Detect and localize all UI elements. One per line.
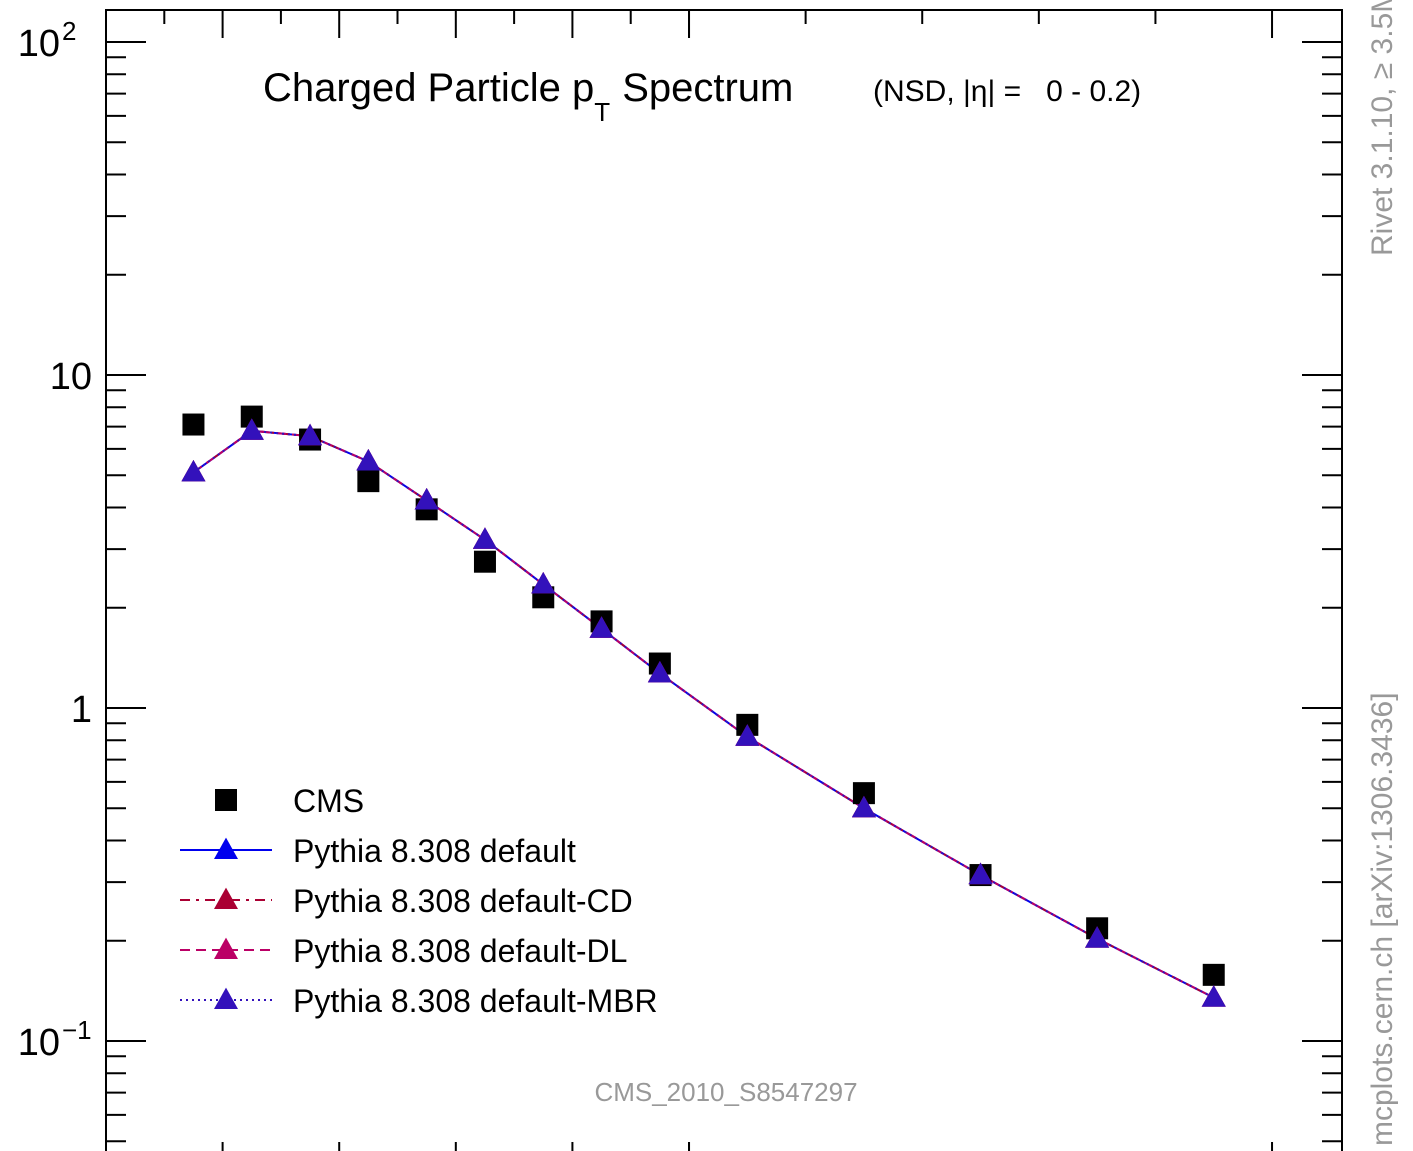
data-point-mc [472, 527, 497, 549]
y-tick-label: 10 [50, 356, 92, 398]
data-point-mc [414, 488, 439, 510]
legend-label: CMS [293, 783, 364, 819]
legend-marker-triangle [214, 837, 238, 859]
data-point-cms [852, 782, 875, 805]
y-tick-label: 10 [18, 1022, 60, 1064]
y-tick-label-exponent: 2 [62, 16, 76, 46]
legend-marker-triangle [214, 987, 238, 1009]
y-tick-label: 1 [71, 689, 92, 731]
data-point-mc [531, 572, 556, 594]
data-point-mc [239, 418, 264, 440]
data-point-mc [589, 616, 614, 638]
legend-label: Pythia 8.308 default [293, 833, 576, 869]
data-point-mc [735, 724, 760, 746]
title-main: Charged Particle p [263, 66, 594, 110]
data-point-mc [851, 795, 876, 818]
chart-title-suffix: (NSD, |η| = 0 - 0.2) [873, 75, 1141, 108]
legend-marker-cms [215, 789, 237, 811]
series-markers [181, 405, 1226, 1007]
y-tick-label-exponent: −1 [62, 1015, 92, 1045]
data-point-mc [647, 661, 672, 683]
chart-title: Charged Particle pT Spectrum [263, 66, 793, 127]
data-point-mc [181, 459, 206, 482]
y-tick-label: 10 [18, 23, 60, 65]
data-point-mc [968, 862, 993, 885]
legend: CMS Pythia 8.308 default Pythia 8.308 defa… [180, 783, 658, 1019]
axis-ticks [105, 10, 1342, 1151]
data-point-cms [240, 405, 263, 428]
series-line [192, 429, 1215, 999]
data-point-mc [356, 449, 381, 471]
data-point-mc [298, 423, 323, 446]
legend-marker-triangle [214, 887, 238, 909]
rivet-label: Rivet 3.1.10, ≥ 3.5M events [1366, 0, 1399, 256]
legend-label: Pythia 8.308 default-CD [293, 883, 633, 919]
legend-label: Pythia 8.308 default-DL [293, 933, 627, 969]
data-point-cms [182, 413, 205, 436]
data-point-cms [1202, 963, 1225, 986]
title-word: Spectrum [622, 66, 793, 110]
data-point-mc [1085, 926, 1110, 948]
plot-frame [105, 9, 1343, 1151]
title-subscript: T [594, 97, 610, 127]
analysis-label: CMS_2010_S8547297 [594, 1077, 857, 1107]
legend-label: Pythia 8.308 default-MBR [293, 983, 658, 1019]
data-point-mc [1201, 985, 1226, 1007]
data-point-cms [357, 470, 380, 493]
legend-marker-triangle [214, 937, 238, 959]
source-label: mcplots.cern.ch [arXiv:1306.3436] [1366, 692, 1399, 1146]
data-point-cms [473, 550, 496, 573]
